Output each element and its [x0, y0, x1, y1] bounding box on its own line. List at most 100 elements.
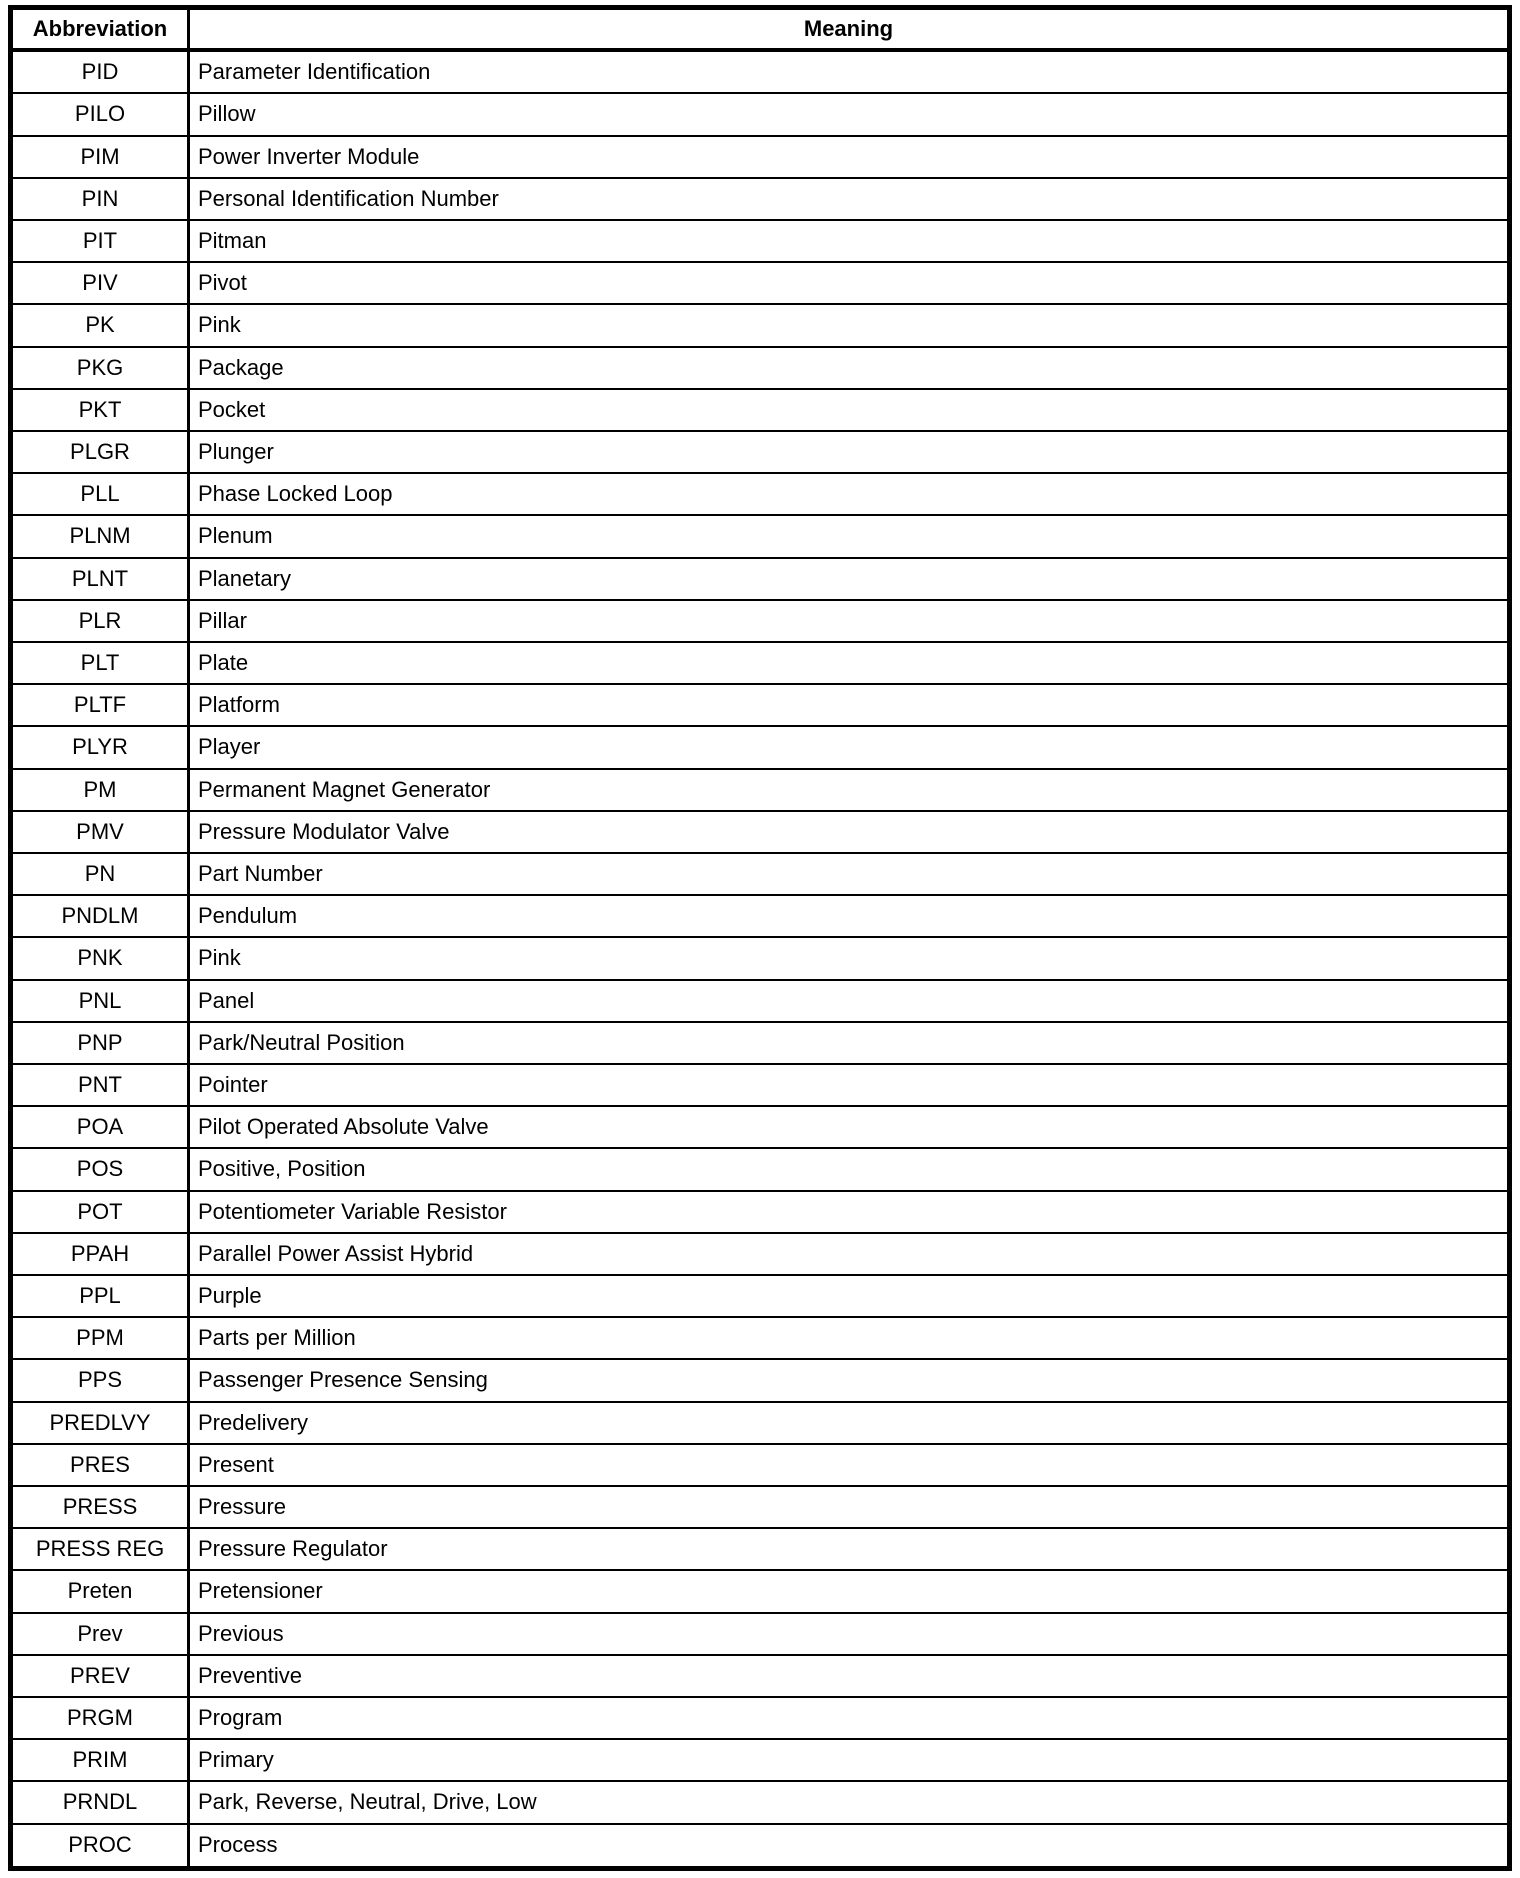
table-row: PNL Panel: [9, 978, 1511, 1023]
abbreviation-cell: PLNT: [9, 556, 190, 601]
table-header: Abbreviation Meaning: [9, 6, 1511, 52]
abbreviation-cell: PLNM: [9, 514, 190, 559]
meaning-cell: Plunger: [187, 429, 1511, 475]
abbreviation-cell: PREV: [9, 1653, 190, 1699]
table-row: PNT Pointer: [9, 1062, 1511, 1108]
abbreviation-cell: PRGM: [9, 1696, 190, 1741]
table-row: PPL Purple: [9, 1273, 1511, 1319]
meaning-cell: Personal Identification Number: [187, 176, 1511, 221]
table-row: PM Permanent Magnet Generator: [9, 767, 1511, 812]
abbreviation-cell: PPS: [9, 1358, 190, 1403]
table-row: PIV Pivot: [9, 261, 1511, 306]
abbreviation-cell: PREDLVY: [9, 1400, 190, 1445]
abbreviation-cell: PN: [9, 851, 190, 897]
abbreviation-cell: PILO: [9, 92, 190, 137]
abbreviation-cell: PLT: [9, 640, 190, 686]
abbreviation-cell: PMV: [9, 809, 190, 854]
meaning-cell: Panel: [187, 978, 1511, 1023]
table-row: PREV Preventive: [9, 1653, 1511, 1699]
meaning-cell: Pendulum: [187, 894, 1511, 939]
meaning-cell: Pillow: [187, 92, 1511, 137]
abbreviation-cell: PPAH: [9, 1231, 190, 1277]
table-row: PLNT Planetary: [9, 556, 1511, 601]
abbreviation-cell: PLGR: [9, 429, 190, 475]
table-body: PID Parameter Identification PILO Pillow PIM…: [9, 48, 1511, 1870]
meaning-cell: Park/Neutral Position: [187, 1020, 1511, 1065]
meaning-cell: Pretensioner: [187, 1569, 1511, 1614]
abbreviation-cell: PLR: [9, 598, 190, 643]
meaning-cell: Pressure: [187, 1485, 1511, 1530]
abbreviation-cell: POT: [9, 1189, 190, 1234]
meaning-cell: Plenum: [187, 514, 1511, 559]
table-row: PNK Pink: [9, 936, 1511, 981]
abbreviation-cell: PNDLM: [9, 894, 190, 939]
meaning-cell: Pivot: [187, 261, 1511, 306]
table-row: POT Potentiometer Variable Resistor: [9, 1189, 1511, 1234]
meaning-cell: Planetary: [187, 556, 1511, 601]
abbreviation-cell: PK: [9, 303, 190, 348]
abbreviation-cell: PNK: [9, 936, 190, 981]
table-row: PIT Pitman: [9, 218, 1511, 264]
abbreviation-cell: PM: [9, 767, 190, 812]
abbreviation-cell: PNT: [9, 1062, 190, 1108]
abbreviation-cell: PROC: [9, 1822, 190, 1870]
table-row: PRIM Primary: [9, 1738, 1511, 1783]
table-row: PRESS Pressure: [9, 1485, 1511, 1530]
table-row: PRNDL Park, Reverse, Neutral, Drive, Low: [9, 1780, 1511, 1825]
meaning-cell: Plate: [187, 640, 1511, 686]
table-row: PLNM Plenum: [9, 514, 1511, 559]
table-row: PLYR Player: [9, 725, 1511, 770]
table-row: PLTF Platform: [9, 683, 1511, 728]
abbreviation-cell: PNL: [9, 978, 190, 1023]
meaning-cell: Parameter Identification: [187, 48, 1511, 95]
abbreviation-cell: PNP: [9, 1020, 190, 1065]
table-row: Prev Previous: [9, 1611, 1511, 1656]
abbreviation-cell: PIM: [9, 134, 190, 179]
meaning-cell: Previous: [187, 1611, 1511, 1656]
abbreviation-cell: PKT: [9, 387, 190, 432]
meaning-cell: Pillar: [187, 598, 1511, 643]
meaning-cell: Permanent Magnet Generator: [187, 767, 1511, 812]
abbreviation-cell: PLYR: [9, 725, 190, 770]
abbreviation-cell: Prev: [9, 1611, 190, 1656]
meaning-cell: Primary: [187, 1738, 1511, 1783]
meaning-cell: Pink: [187, 936, 1511, 981]
table-row: PLT Plate: [9, 640, 1511, 686]
table-row: PMV Pressure Modulator Valve: [9, 809, 1511, 854]
header-row: Abbreviation Meaning: [9, 6, 1511, 52]
meaning-cell: Process: [187, 1822, 1511, 1870]
meaning-cell: Park, Reverse, Neutral, Drive, Low: [187, 1780, 1511, 1825]
abbreviation-cell: POS: [9, 1147, 190, 1192]
meaning-cell: Pilot Operated Absolute Valve: [187, 1105, 1511, 1150]
meaning-cell: Pocket: [187, 387, 1511, 432]
meaning-cell: Passenger Presence Sensing: [187, 1358, 1511, 1403]
abbreviation-table: Abbreviation Meaning PID Parameter Identi…: [8, 5, 1512, 1871]
meaning-cell: Purple: [187, 1273, 1511, 1319]
table-row: PIN Personal Identification Number: [9, 176, 1511, 221]
table-row: POA Pilot Operated Absolute Valve: [9, 1105, 1511, 1150]
table-row: PIM Power Inverter Module: [9, 134, 1511, 179]
abbreviation-cell: PRESS: [9, 1485, 190, 1530]
table-row: PID Parameter Identification: [9, 48, 1511, 95]
table-row: PRESS REG Pressure Regulator: [9, 1527, 1511, 1572]
meaning-cell: Phase Locked Loop: [187, 472, 1511, 517]
meaning-cell: Package: [187, 345, 1511, 390]
column-header-meaning: Meaning: [187, 6, 1511, 52]
table-row: PILO Pillow: [9, 92, 1511, 137]
table-row: PN Part Number: [9, 851, 1511, 897]
abbreviation-cell: PIV: [9, 261, 190, 306]
table-row: PPS Passenger Presence Sensing: [9, 1358, 1511, 1403]
abbreviation-cell: PPL: [9, 1273, 190, 1319]
meaning-cell: Pressure Modulator Valve: [187, 809, 1511, 854]
table-row: PLGR Plunger: [9, 429, 1511, 475]
table-row: PPAH Parallel Power Assist Hybrid: [9, 1231, 1511, 1277]
meaning-cell: Parallel Power Assist Hybrid: [187, 1231, 1511, 1277]
abbreviation-cell: PRIM: [9, 1738, 190, 1783]
meaning-cell: Potentiometer Variable Resistor: [187, 1189, 1511, 1234]
abbreviation-cell: PRES: [9, 1442, 190, 1488]
meaning-cell: Pitman: [187, 218, 1511, 264]
abbreviation-cell: PRNDL: [9, 1780, 190, 1825]
table-row: PRES Present: [9, 1442, 1511, 1488]
abbreviation-cell: PIT: [9, 218, 190, 264]
